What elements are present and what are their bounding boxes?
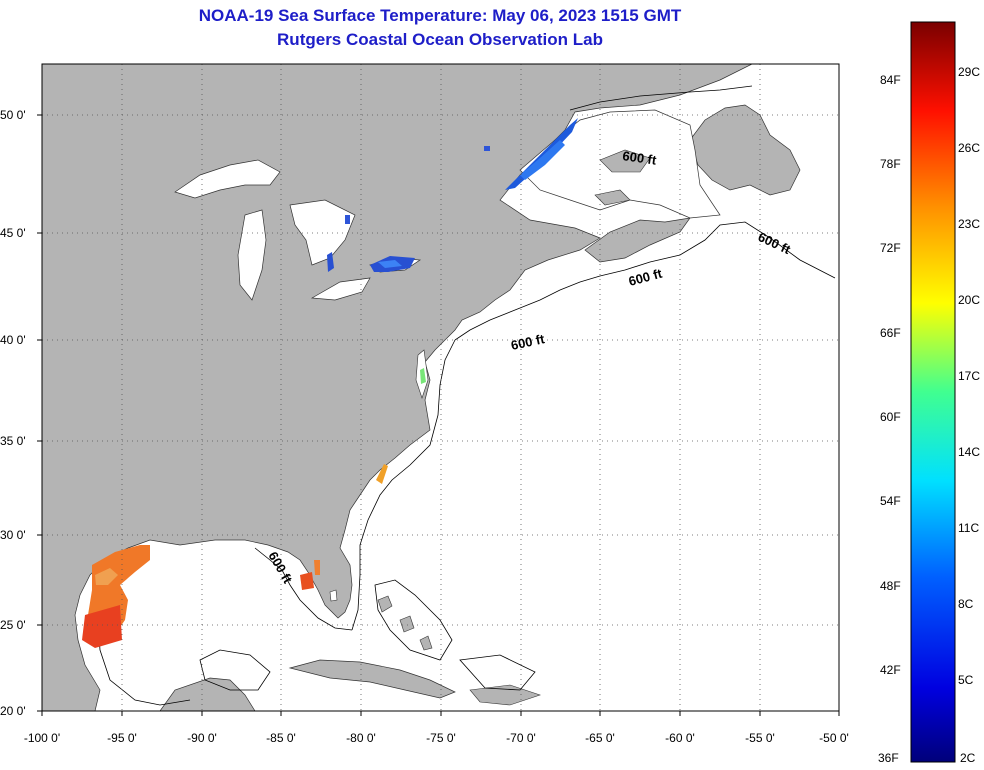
lon-label: -90 0' [187,731,217,745]
colorbar-f-label: 84F [880,73,901,87]
lon-label: -70 0' [506,731,536,745]
lat-label: 45 0' [0,226,26,240]
lake-superior [174,159,281,199]
north-america-land [42,64,753,711]
colorbar-c-label: 2C [960,751,976,765]
lat-label: 35 0' [0,434,26,448]
sst-data [82,118,578,648]
lon-label: -65 0' [585,731,615,745]
contour-label: 600 ft [510,331,547,353]
lon-label: -55 0' [745,731,775,745]
colorbar-f-label: 78F [880,157,901,171]
contour-label: 600 ft [622,148,658,168]
colorbar-c-label: 23C [958,217,980,231]
lon-label: -100 0' [24,731,60,745]
lon-label: -60 0' [665,731,695,745]
lake-erie [310,277,371,301]
lon-label: -75 0' [426,731,456,745]
map-subtitle: Rutgers Coastal Ocean Observation Lab [277,30,603,49]
lat-label: 40 0' [0,333,26,347]
lon-label: -50 0' [819,731,849,745]
lon-label: -85 0' [266,731,296,745]
colorbar-c-label: 29C [958,65,980,79]
cuba-land [288,659,456,699]
colorbar-f-label: 42F [880,663,901,677]
colorbar-f-label: 66F [880,326,901,340]
lon-label: -80 0' [346,731,376,745]
lake-michigan [237,209,267,301]
colorbar-f-label: 60F [880,410,901,424]
colorbar-f-label: 36F [878,751,899,765]
newfoundland-land [689,104,801,196]
colorbar-c-label: 14C [958,445,980,459]
colorbar-f-label: 48F [880,579,901,593]
colorbar-c-label: 11C [958,521,979,535]
colorbar-f-label: 54F [880,494,901,508]
lat-label: 20 0' [0,704,26,718]
colorbar-c-label: 26C [958,141,980,155]
colorbar-c-label: 17C [958,369,980,383]
colorbar-c-label: 8C [958,597,974,611]
colorbar-c-label: 5C [958,673,974,687]
lat-label: 30 0' [0,528,26,542]
lon-label: -95 0' [107,731,137,745]
map-title: NOAA-19 Sea Surface Temperature: May 06,… [198,6,682,25]
colorbar-c-label: 20C [958,293,980,307]
colorbar-f-label: 72F [880,241,901,255]
lat-label: 25 0' [0,618,26,632]
color-scale-bar [910,21,956,763]
lat-label: 50 0' [0,108,26,122]
